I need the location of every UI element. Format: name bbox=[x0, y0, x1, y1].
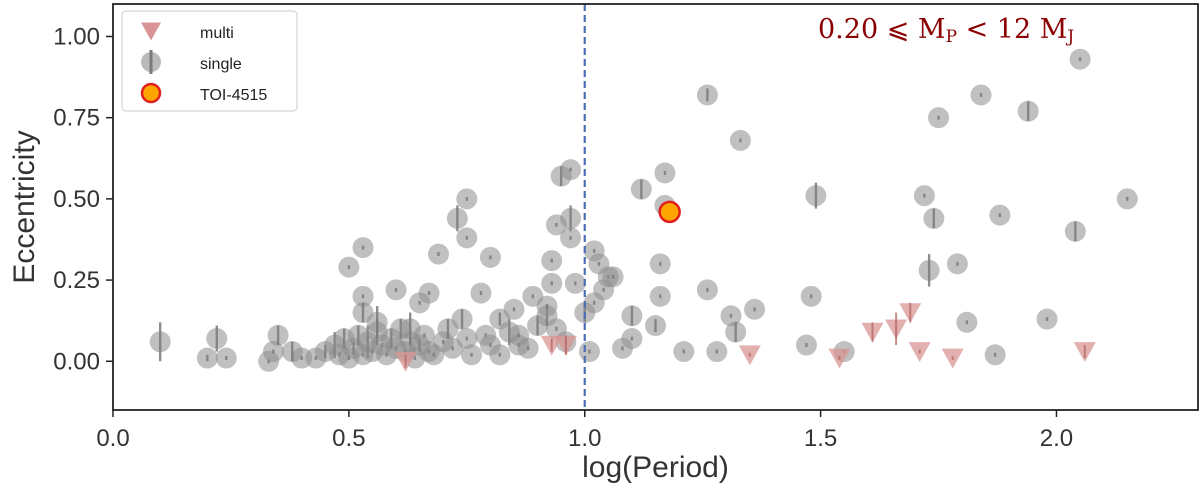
annotation-part-1: 0.20 ⩽ M bbox=[818, 14, 946, 45]
y-tick-label: 0.25 bbox=[53, 267, 100, 294]
x-tick-label: 1.5 bbox=[804, 425, 837, 452]
annotation-part-2: < 12 M bbox=[957, 14, 1067, 45]
annotation-sub-j: J bbox=[1065, 27, 1074, 47]
legend-toi-label: TOI-4515 bbox=[200, 87, 267, 104]
x-axis-label: log(Period) bbox=[582, 451, 729, 484]
legend-multi-label: multi bbox=[200, 25, 234, 42]
y-tick-label: 0.50 bbox=[53, 186, 100, 213]
y-tick-label: 1.00 bbox=[53, 23, 100, 50]
annotation-sub-p: P bbox=[946, 27, 957, 47]
legend-toi-symbol bbox=[140, 82, 162, 104]
mass-range-annotation: 0.20 ⩽ MP < 12 MJ bbox=[818, 14, 1074, 47]
x-tick-label: 0.0 bbox=[96, 425, 129, 452]
legend-entry-multi: multi bbox=[141, 22, 234, 42]
y-axis-label: Eccentricity bbox=[8, 130, 41, 283]
legend-single-label: single bbox=[200, 56, 242, 73]
y-tick-label: 0.00 bbox=[53, 348, 100, 375]
x-tick-label: 0.5 bbox=[332, 425, 365, 452]
plot-marks bbox=[149, 48, 1138, 372]
legend-entry-single: single bbox=[141, 50, 242, 74]
axis-ticks: 0.0 0.5 1.0 1.5 2.0 0.00 0.25 0.50 0.75 1.00 bbox=[53, 23, 1073, 452]
legend-entry-toi: TOI-4515 bbox=[140, 82, 267, 104]
toi-4515-point bbox=[658, 200, 681, 224]
x-tick-label: 2.0 bbox=[1040, 425, 1073, 452]
legend-box bbox=[121, 10, 298, 112]
legend-multi-symbol bbox=[141, 22, 161, 41]
y-tick-label: 0.75 bbox=[53, 105, 100, 132]
plot-frame bbox=[112, 3, 1199, 411]
x-tick-label: 1.0 bbox=[568, 425, 601, 452]
legend: multi single TOI-4515 bbox=[121, 10, 298, 112]
